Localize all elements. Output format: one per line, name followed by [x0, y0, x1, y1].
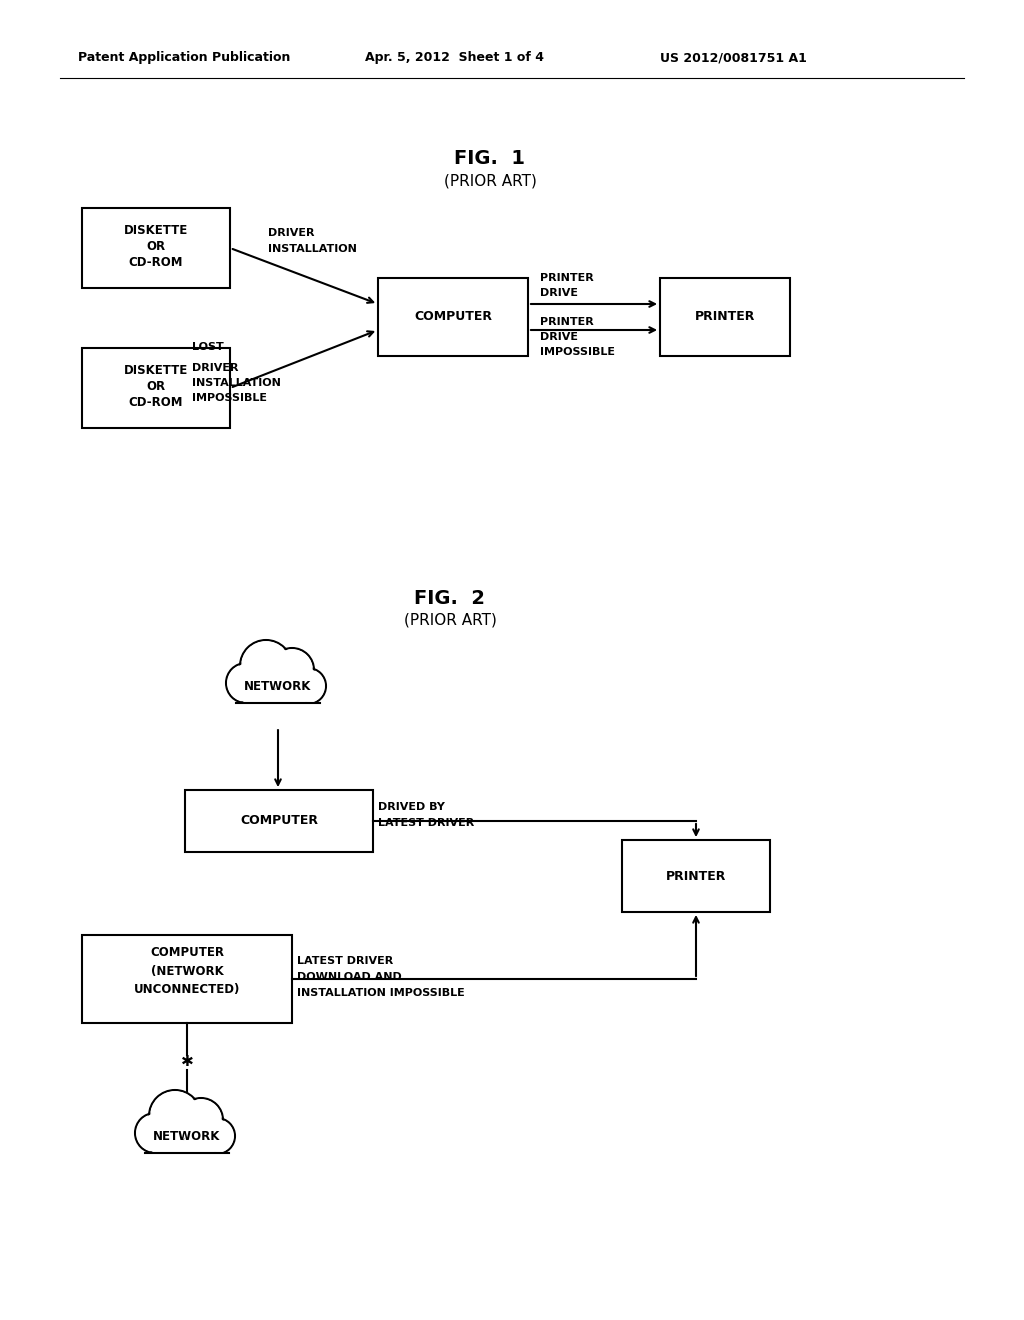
Circle shape: [290, 668, 326, 704]
Text: DRIVED BY: DRIVED BY: [378, 803, 444, 812]
Circle shape: [179, 1098, 223, 1142]
Text: DRIVER: DRIVER: [193, 363, 239, 374]
Text: US 2012/0081751 A1: US 2012/0081751 A1: [660, 51, 807, 65]
Text: LATEST DRIVER: LATEST DRIVER: [297, 956, 393, 966]
Text: IMPOSSIBLE: IMPOSSIBLE: [540, 347, 615, 356]
Text: PRINTER: PRINTER: [540, 317, 594, 327]
Circle shape: [272, 649, 312, 690]
Text: DOWNLOAD AND: DOWNLOAD AND: [297, 972, 401, 982]
Text: OR: OR: [146, 239, 166, 252]
Text: Apr. 5, 2012  Sheet 1 of 4: Apr. 5, 2012 Sheet 1 of 4: [365, 51, 544, 65]
Text: IMPOSSIBLE: IMPOSSIBLE: [193, 393, 267, 403]
Bar: [378, 279, 528, 356]
Bar: [660, 279, 790, 356]
Bar: [82, 209, 230, 288]
Circle shape: [150, 1090, 201, 1142]
Text: LATEST DRIVER: LATEST DRIVER: [378, 818, 474, 828]
Circle shape: [179, 1133, 215, 1168]
Text: NETWORK: NETWORK: [245, 680, 311, 693]
Text: UNCONNECTED): UNCONNECTED): [134, 982, 241, 995]
Text: NETWORK: NETWORK: [154, 1130, 221, 1143]
Circle shape: [292, 671, 324, 702]
Text: DISKETTE: DISKETTE: [124, 363, 188, 376]
Text: COMPUTER: COMPUTER: [150, 946, 224, 960]
Bar: [622, 840, 770, 912]
Text: DRIVE: DRIVE: [540, 288, 578, 298]
Circle shape: [153, 1133, 185, 1164]
Circle shape: [240, 640, 292, 692]
Text: DISKETTE: DISKETTE: [124, 223, 188, 236]
Text: (PRIOR ART): (PRIOR ART): [403, 612, 497, 627]
Text: LOST: LOST: [193, 342, 224, 352]
Text: OR: OR: [146, 380, 166, 392]
Circle shape: [270, 682, 306, 718]
Circle shape: [199, 1118, 234, 1154]
Text: FIG.  2: FIG. 2: [415, 589, 485, 607]
Text: ✱: ✱: [180, 1055, 194, 1069]
Circle shape: [181, 1100, 221, 1140]
Circle shape: [135, 1113, 175, 1152]
Text: COMPUTER: COMPUTER: [414, 310, 492, 323]
Circle shape: [242, 680, 278, 715]
Circle shape: [272, 684, 304, 715]
Text: COMPUTER: COMPUTER: [240, 814, 318, 828]
Circle shape: [151, 1130, 187, 1166]
Text: DRIVE: DRIVE: [540, 333, 578, 342]
Bar: [82, 935, 292, 1023]
Text: INSTALLATION: INSTALLATION: [193, 378, 281, 388]
Circle shape: [201, 1119, 233, 1152]
Text: INSTALLATION IMPOSSIBLE: INSTALLATION IMPOSSIBLE: [297, 987, 465, 998]
Text: DRIVER: DRIVER: [268, 228, 314, 238]
Circle shape: [226, 663, 266, 704]
Text: PRINTER: PRINTER: [540, 273, 594, 282]
Circle shape: [244, 682, 276, 714]
Circle shape: [151, 1092, 199, 1140]
Circle shape: [137, 1115, 173, 1151]
Text: FIG.  1: FIG. 1: [455, 149, 525, 168]
Text: INSTALLATION: INSTALLATION: [268, 244, 357, 253]
Bar: [228, 704, 328, 729]
Circle shape: [228, 665, 264, 701]
Text: CD-ROM: CD-ROM: [129, 256, 183, 268]
Circle shape: [242, 642, 290, 690]
Circle shape: [181, 1134, 213, 1166]
Text: (PRIOR ART): (PRIOR ART): [443, 173, 537, 189]
Bar: [185, 789, 373, 851]
Text: PRINTER: PRINTER: [666, 870, 726, 883]
Text: Patent Application Publication: Patent Application Publication: [78, 51, 291, 65]
Circle shape: [270, 648, 314, 692]
Text: CD-ROM: CD-ROM: [129, 396, 183, 408]
Bar: [82, 348, 230, 428]
Text: PRINTER: PRINTER: [695, 310, 755, 323]
Text: (NETWORK: (NETWORK: [151, 965, 223, 978]
Bar: [137, 1152, 237, 1177]
